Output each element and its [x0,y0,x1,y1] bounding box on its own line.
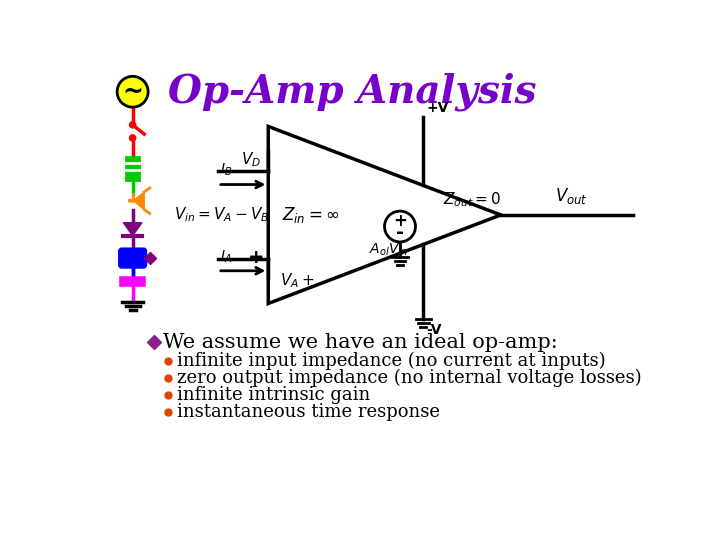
Text: +: + [248,248,264,267]
Circle shape [130,122,136,128]
Polygon shape [129,192,144,210]
Text: $V_{out}$: $V_{out}$ [555,186,588,206]
Polygon shape [269,126,500,303]
Text: ~: ~ [122,80,143,104]
Text: $I_A$: $I_A$ [220,248,233,265]
Text: -V: -V [426,323,442,337]
Text: $V_D$: $V_D$ [241,151,261,169]
Text: infinite intrinsic gain: infinite intrinsic gain [177,386,370,404]
Text: infinite input impedance (no current at inputs): infinite input impedance (no current at … [177,352,606,370]
Text: instantaneous time response: instantaneous time response [177,403,440,421]
Polygon shape [123,222,142,236]
Text: $Z_{out} = 0$: $Z_{out} = 0$ [443,190,500,209]
Text: zero output impedance (no internal voltage losses): zero output impedance (no internal volta… [177,369,642,387]
Text: -: - [255,162,264,182]
Circle shape [384,211,415,242]
Text: $Z_{in} = \infty$: $Z_{in} = \infty$ [282,205,340,225]
Text: $V_A +$: $V_A +$ [280,272,314,290]
Text: $I_B$: $I_B$ [220,162,233,178]
Text: Op-Amp Analysis: Op-Amp Analysis [168,72,536,111]
Text: $V_{in} = V_A - V_B$: $V_{in} = V_A - V_B$ [174,206,269,224]
Circle shape [117,76,148,107]
FancyBboxPatch shape [120,249,145,267]
Text: +V: +V [426,101,449,115]
Text: +: + [393,212,407,230]
Text: $A_{ol}V_{in}$: $A_{ol}V_{in}$ [369,241,408,258]
Text: We assume we have an ideal op-amp:: We assume we have an ideal op-amp: [163,333,557,352]
Text: -: - [396,223,404,242]
FancyBboxPatch shape [127,157,139,180]
Circle shape [130,135,136,141]
